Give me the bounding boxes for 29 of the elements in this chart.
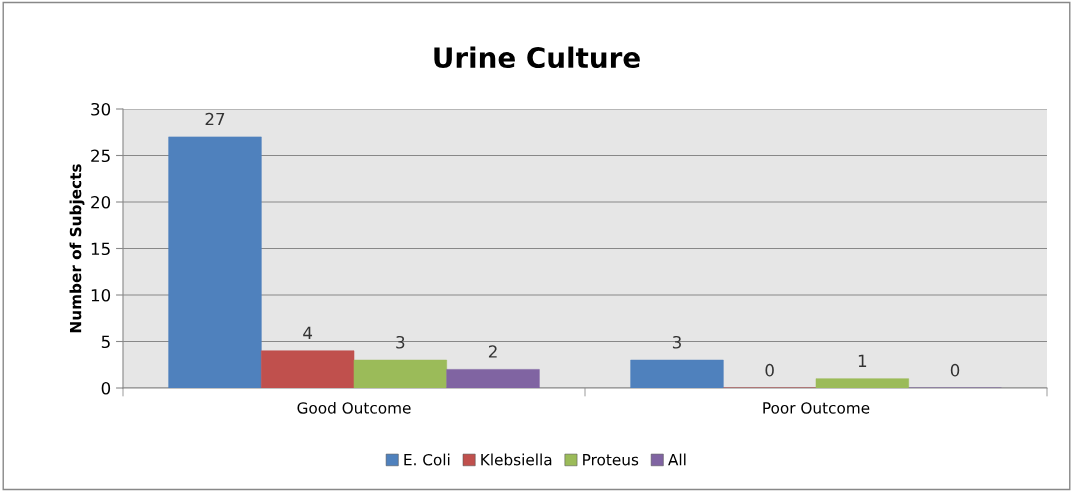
- data-label: 3: [396, 335, 405, 349]
- y-tick-label: 15: [91, 242, 110, 256]
- data-label: 0: [950, 363, 960, 377]
- x-tick-label: Poor Outcome: [763, 402, 870, 414]
- bar: [168, 136, 262, 388]
- data-label: 3: [672, 335, 681, 349]
- y-tick-label: 20: [91, 195, 111, 209]
- chart-title: Urine Culture: [434, 46, 640, 69]
- data-label: 0: [765, 363, 774, 377]
- y-tick-label: 30: [91, 102, 111, 116]
- data-label: 27: [205, 112, 225, 126]
- y-axis-title: Number of Subjects: [69, 164, 85, 333]
- y-tick-label: 5: [101, 335, 110, 349]
- data-label: 1: [858, 354, 867, 367]
- y-tick-label: 0: [101, 381, 111, 395]
- legend-label: E. Coli: [404, 453, 450, 466]
- bar: [446, 369, 540, 388]
- x-tick-label: Good Outcome: [297, 401, 411, 414]
- legend-label: Klebsiella: [481, 453, 552, 466]
- legend-label: Proteus: [583, 454, 639, 466]
- data-label: 4: [303, 326, 313, 339]
- bar: [815, 378, 909, 388]
- bar: [353, 359, 447, 388]
- bar: [630, 359, 724, 388]
- data-label: 2: [488, 345, 497, 358]
- legend-label: All: [668, 453, 686, 466]
- y-tick-label: 25: [91, 149, 110, 163]
- bar: [261, 350, 355, 388]
- y-tick-label: 10: [91, 288, 111, 302]
